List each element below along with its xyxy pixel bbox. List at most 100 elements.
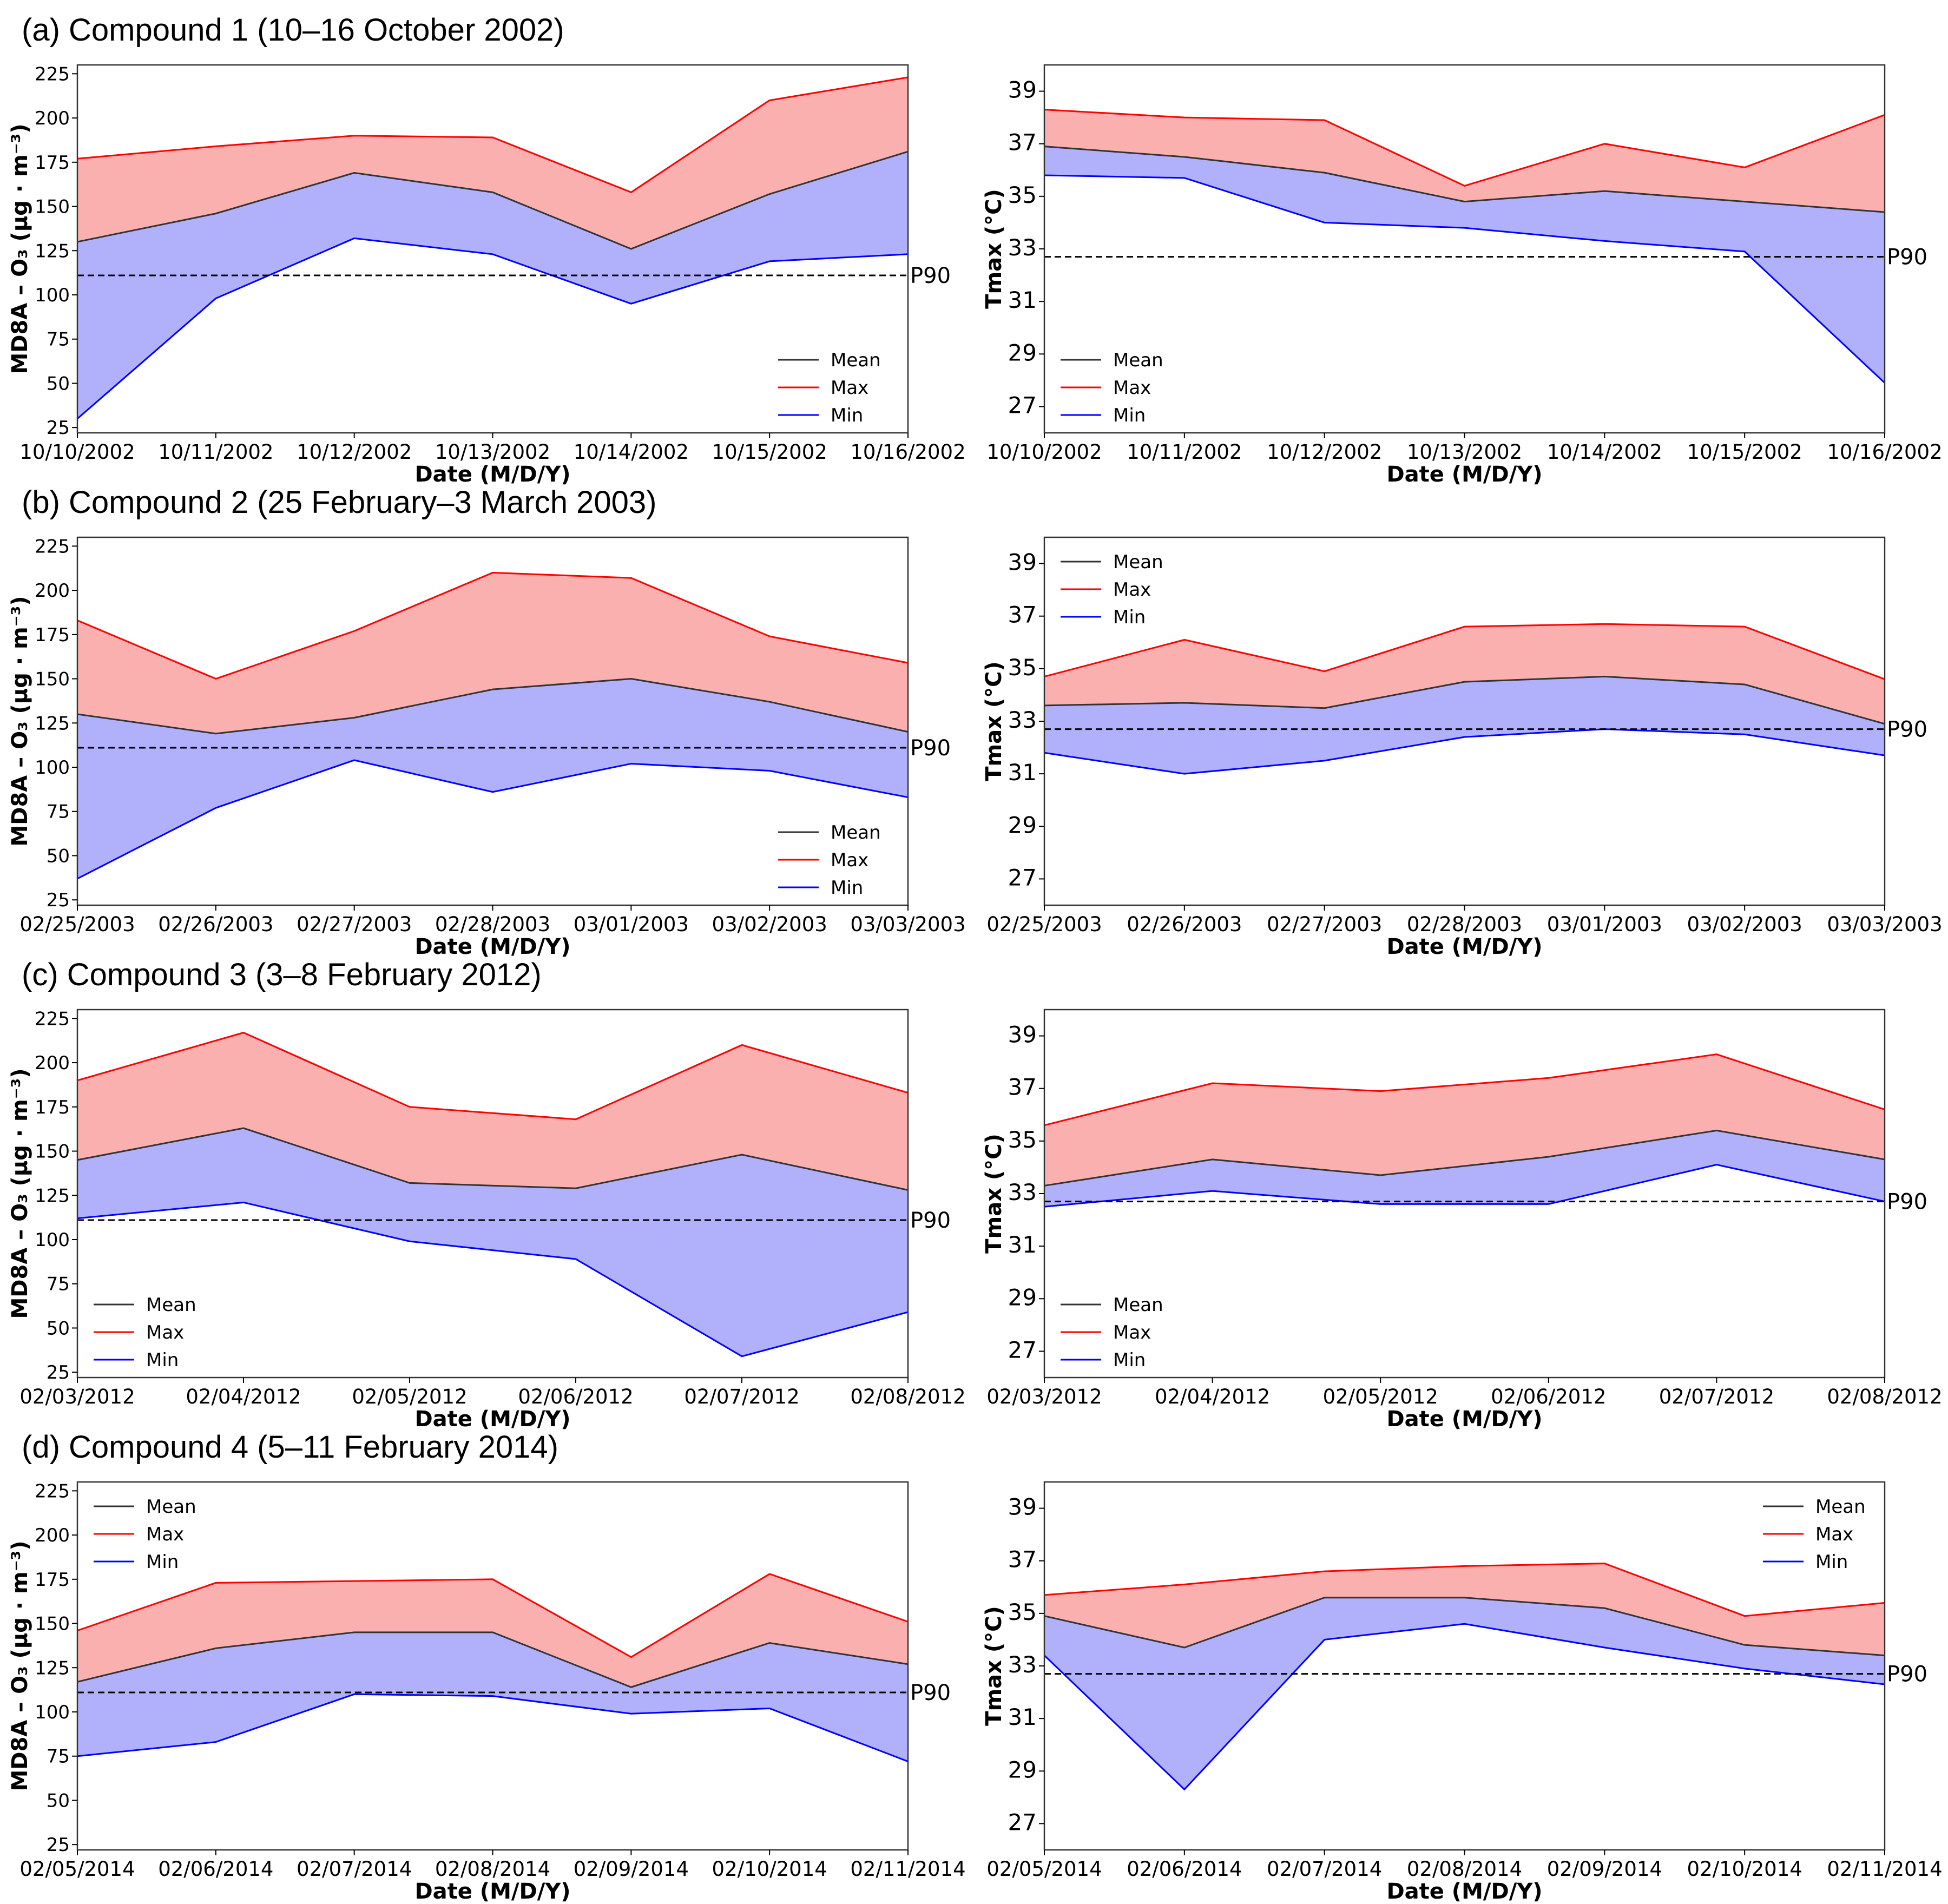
chart-2-tmax: P90 27 29 31 33 35 37 39 02/03/2012 02/04/2012 02/…: [982, 1009, 1943, 1432]
x-tick-label: 02/26/2003: [158, 913, 273, 936]
y-tick-label: 33: [1008, 707, 1037, 733]
y-tick-label: 25: [47, 890, 70, 911]
y-tick-label: 175: [35, 624, 70, 646]
x-tick-label: 10/11/2002: [1127, 440, 1242, 464]
y-tick-label: 37: [1008, 1074, 1037, 1101]
x-tick-label: 10/15/2002: [1687, 440, 1802, 464]
x-tick-label: 02/08/2014: [435, 1857, 550, 1881]
x-tick-label: 10/12/2002: [297, 440, 412, 464]
y-tick-label: 125: [35, 713, 70, 734]
x-tick-label: 02/06/2012: [518, 1385, 633, 1408]
y-tick-label: 75: [47, 1274, 70, 1295]
y-tick-label: 31: [1008, 1231, 1037, 1258]
p90-label: P90: [1887, 245, 1927, 270]
lower-band-area: [77, 1128, 908, 1356]
chart-3-o3: P90 25 50 75 100 125 150 175 200 225 02/05/2014 02/…: [8, 1480, 966, 1904]
x-tick-label: 02/08/2012: [1827, 1385, 1942, 1408]
y-tick-label: 125: [35, 1657, 70, 1679]
chart-1-tmax: P90 27 29 31 33 35 37 39 02/25/2003 02/26/2003 02/…: [982, 536, 1943, 959]
lower-band-area: [77, 1632, 908, 1762]
y-tick-label: 33: [1008, 1179, 1037, 1205]
y-tick-label: 31: [1008, 1704, 1037, 1730]
y-axis-label: MD8A – O₃ (μg · m⁻³): [8, 1540, 32, 1791]
x-axis-label: Date (M/D/Y): [1386, 1879, 1542, 1904]
legend-label-mean: Mean: [831, 822, 881, 844]
x-tick-label: 02/26/2003: [1127, 913, 1242, 936]
x-tick-label: 02/11/2014: [850, 1857, 965, 1881]
legend-label-min: Min: [146, 1551, 179, 1573]
y-tick-label: 200: [35, 108, 70, 129]
y-tick-label: 50: [47, 845, 70, 867]
legend: Mean Max Min: [1763, 1496, 1866, 1573]
lower-band-area: [77, 678, 908, 879]
x-tick-label: 03/01/2003: [574, 913, 689, 936]
legend-label-mean: Mean: [1113, 1294, 1163, 1316]
upper-band-area: [1044, 1054, 1885, 1186]
legend: Mean Max Min: [778, 350, 881, 426]
y-tick-label: 39: [1008, 1494, 1037, 1520]
x-tick-label: 02/27/2003: [1267, 913, 1382, 936]
x-axis-label: Date (M/D/Y): [1386, 934, 1542, 959]
legend-label-min: Min: [1113, 607, 1146, 628]
y-tick-label: 31: [1008, 759, 1037, 786]
x-tick-label: 03/01/2003: [1547, 913, 1662, 936]
y-tick-label: 150: [35, 196, 70, 218]
legend-label-min: Min: [146, 1349, 179, 1371]
y-tick-label: 50: [47, 1317, 70, 1339]
x-tick-label: 02/05/2014: [986, 1857, 1102, 1881]
x-tick-label: 02/03/2012: [986, 1385, 1102, 1408]
lower-band-area: [1044, 1597, 1885, 1790]
series-line-min: [77, 1693, 909, 1762]
legend: Mean Max Min: [778, 822, 881, 899]
series-line-max: [1044, 109, 1885, 187]
p90-label: P90: [1887, 717, 1927, 742]
chart-2-o3: P90 25 50 75 100 125 150 175 200 225 02/03/2012 02/…: [8, 1008, 966, 1432]
lower-band-area: [77, 151, 908, 419]
legend-label-min: Min: [1113, 1349, 1146, 1371]
series-line-max: [77, 76, 909, 194]
x-tick-label: 02/08/2012: [850, 1385, 965, 1408]
panels: P90 25 50 75 100 125 150 175 200 225 10/10/2002 10/…: [8, 63, 1943, 1904]
x-tick-label: 02/07/2014: [1267, 1857, 1382, 1881]
y-tick-label: 39: [1008, 549, 1037, 576]
x-tick-label: 02/07/2012: [1659, 1385, 1774, 1408]
y-tick-label: 100: [35, 757, 70, 779]
y-tick-label: 29: [1008, 1284, 1037, 1310]
series-line-max: [1044, 623, 1885, 680]
y-axis-label: Tmax (°C): [982, 1606, 1006, 1726]
x-tick-label: 02/25/2003: [19, 913, 135, 936]
upper-band-area: [77, 77, 908, 249]
y-tick-label: 75: [47, 1746, 70, 1768]
y-tick-label: 27: [1008, 392, 1037, 418]
lower-band-area: [1044, 1130, 1885, 1207]
x-tick-label: 02/06/2014: [1127, 1857, 1242, 1881]
x-tick-label: 03/02/2003: [1687, 913, 1802, 936]
y-tick-label: 175: [35, 1569, 70, 1591]
x-tick-label: 02/05/2012: [1323, 1385, 1438, 1408]
y-tick-label: 75: [47, 329, 70, 351]
series-line-min: [1044, 728, 1885, 775]
legend-label-min: Min: [1815, 1551, 1848, 1573]
p90-label: P90: [910, 263, 951, 288]
y-tick-label: 125: [35, 240, 70, 262]
x-axis-label: Date (M/D/Y): [414, 462, 570, 487]
y-tick-label: 33: [1008, 1651, 1037, 1678]
plot-frame: [76, 1009, 909, 1379]
chart-3-tmax: P90 27 29 31 33 35 37 39 02/05/2014 02/06/2014 02/…: [982, 1481, 1943, 1904]
series-line-max: [77, 1031, 909, 1121]
series-line-mean: [77, 1631, 909, 1688]
legend-label-mean: Mean: [146, 1496, 196, 1518]
y-axis-label: Tmax (°C): [982, 661, 1006, 781]
y-tick-label: 27: [1008, 864, 1037, 891]
legend: Mean Max Min: [1061, 1294, 1163, 1371]
series-line-min: [77, 759, 909, 880]
upper-band-area: [77, 1032, 908, 1190]
y-axis-label: Tmax (°C): [982, 1134, 1006, 1254]
series-line-min: [1043, 1623, 1885, 1791]
y-tick-label: 100: [35, 285, 70, 306]
legend-label-max: Max: [1815, 1524, 1853, 1545]
y-tick-label: 175: [35, 1097, 70, 1118]
y-tick-label: 25: [47, 1362, 70, 1383]
y-tick-label: 25: [47, 1834, 70, 1856]
series-line-min: [77, 1201, 909, 1358]
